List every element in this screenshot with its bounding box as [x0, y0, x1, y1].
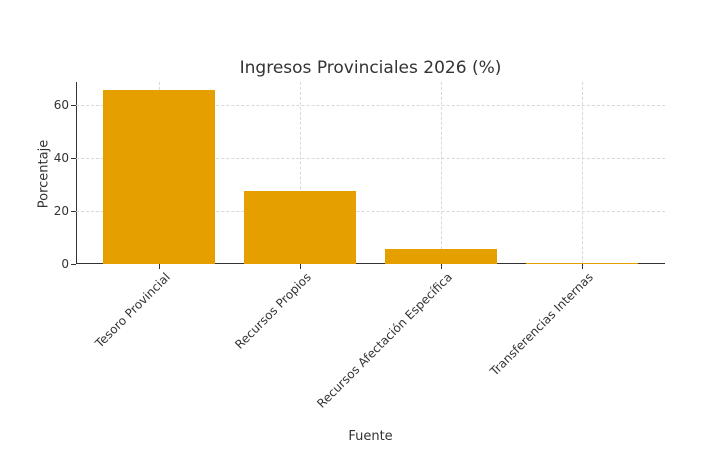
x-tick: [300, 264, 301, 269]
x-tick: [441, 264, 442, 269]
bar: [385, 248, 497, 264]
x-axis-label: Fuente: [348, 429, 393, 444]
chart-title: Ingresos Provinciales 2026 (%): [239, 58, 502, 78]
h-gridline: [76, 105, 665, 107]
h-gridline: [76, 158, 665, 160]
y-tick: [71, 211, 76, 213]
x-axis: [76, 263, 665, 264]
y-axis: [76, 82, 77, 264]
y-tick-label: 60: [53, 98, 69, 113]
y-tick: [71, 158, 76, 160]
bar: [103, 90, 215, 264]
h-gridline: [76, 211, 665, 213]
y-tick-label: 0: [61, 257, 69, 271]
y-tick-label: 20: [53, 204, 69, 219]
x-tick-label: Recursos Propios: [232, 270, 314, 352]
bar: [244, 191, 356, 264]
v-gridline: [582, 82, 583, 264]
plot-area: 0 20 40 60 Tesoro Provincial Recursos Propios…: [54, 82, 665, 411]
y-tick: [71, 264, 76, 265]
v-gridline: [300, 82, 301, 264]
v-gridline: [441, 82, 442, 264]
bar: [526, 262, 638, 264]
x-tick: [159, 264, 160, 269]
x-tick-label: Tesoro Provincial: [92, 270, 173, 351]
y-tick-label: 40: [53, 151, 69, 166]
y-axis-label: Porcentaje: [36, 139, 52, 209]
x-tick-label: Recursos Afectación Específica: [314, 270, 455, 411]
x-tick: [582, 264, 583, 269]
x-tick-label: Transferencias Internas: [487, 270, 596, 379]
y-tick: [71, 105, 76, 107]
